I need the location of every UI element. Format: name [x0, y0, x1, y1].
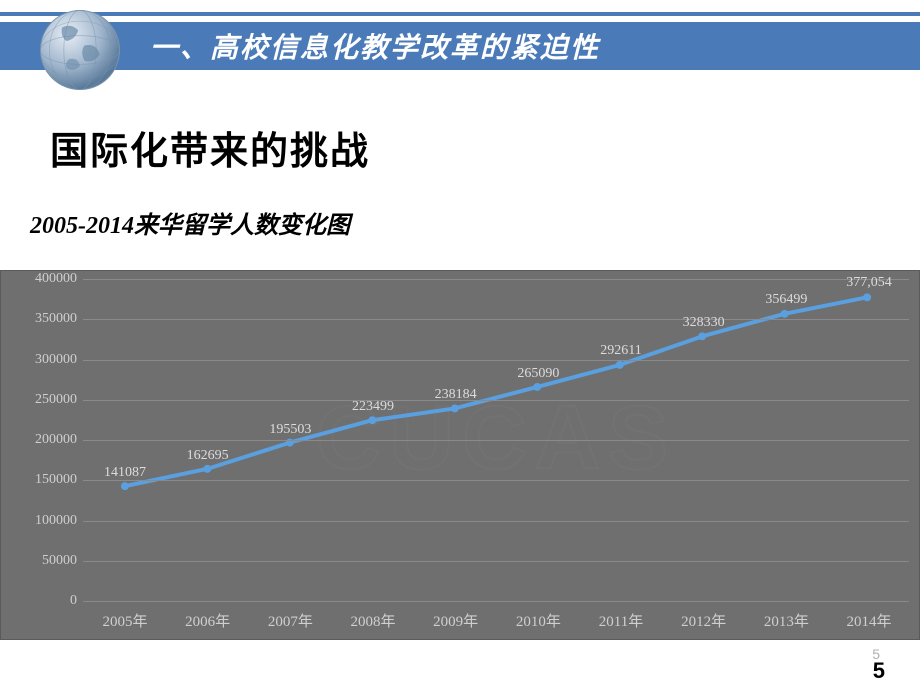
gridline — [83, 440, 909, 441]
data-point-label: 328330 — [683, 315, 725, 331]
y-axis-label: 200000 — [9, 432, 77, 448]
gridline — [83, 400, 909, 401]
data-point-label: 377,054 — [846, 275, 892, 291]
gridline — [83, 279, 909, 280]
x-axis-label: 2007年 — [268, 610, 313, 631]
y-axis-label: 350000 — [9, 311, 77, 327]
data-point-label: 356499 — [765, 292, 807, 308]
chart-title: 2005-2014来华留学人数变化图 — [30, 205, 870, 240]
x-axis-label: 2011年 — [599, 610, 643, 631]
data-point-label: 223499 — [352, 399, 394, 415]
gridline — [83, 601, 909, 602]
main-heading: 国际化带来的挑战 — [50, 120, 870, 175]
x-axis-label: 2013年 — [764, 610, 809, 631]
header-band: 一、高校信息化教学改革的紧迫性 — [0, 22, 920, 70]
header-accent-line — [0, 12, 920, 16]
x-axis-label: 2014年 — [846, 610, 891, 631]
x-axis-label: 2006年 — [185, 610, 230, 631]
data-point-label: 292611 — [600, 343, 641, 359]
x-axis-label: 2012年 — [681, 610, 726, 631]
y-axis-label: 0 — [9, 593, 77, 609]
plot-area: CUCAS 1410871626951955032234992381842650… — [83, 279, 909, 599]
gridline — [83, 480, 909, 481]
y-axis-label: 150000 — [9, 472, 77, 488]
header-title: 一、高校信息化教学改革的紧迫性 — [150, 26, 600, 66]
chart-line-svg — [83, 279, 909, 599]
data-point-label: 162695 — [187, 448, 229, 464]
y-axis-label: 100000 — [9, 513, 77, 529]
y-axis-label: 250000 — [9, 392, 77, 408]
y-axis-label: 50000 — [9, 553, 77, 569]
gridline — [83, 561, 909, 562]
x-axis-label: 2009年 — [433, 610, 478, 631]
y-axis-label: 300000 — [9, 352, 77, 368]
y-axis-label: 400000 — [9, 271, 77, 287]
gridline — [83, 319, 909, 320]
x-axis-label: 2008年 — [350, 610, 395, 631]
x-axis-label: 2005年 — [102, 610, 147, 631]
line-chart: CUCAS 1410871626951955032234992381842650… — [0, 270, 920, 640]
slide-header: 一、高校信息化教学改革的紧迫性 — [0, 0, 920, 80]
gridline — [83, 360, 909, 361]
data-point-label: 265090 — [517, 366, 559, 382]
gridline — [83, 521, 909, 522]
page-number-big: 5 — [873, 658, 885, 684]
globe-icon — [35, 5, 125, 95]
data-point-label: 141087 — [104, 465, 146, 481]
content-area: 国际化带来的挑战 2005-2014来华留学人数变化图 — [0, 80, 920, 240]
data-point-label: 195503 — [269, 422, 311, 438]
x-axis-label: 2010年 — [516, 610, 561, 631]
data-point-label: 238184 — [435, 387, 477, 403]
